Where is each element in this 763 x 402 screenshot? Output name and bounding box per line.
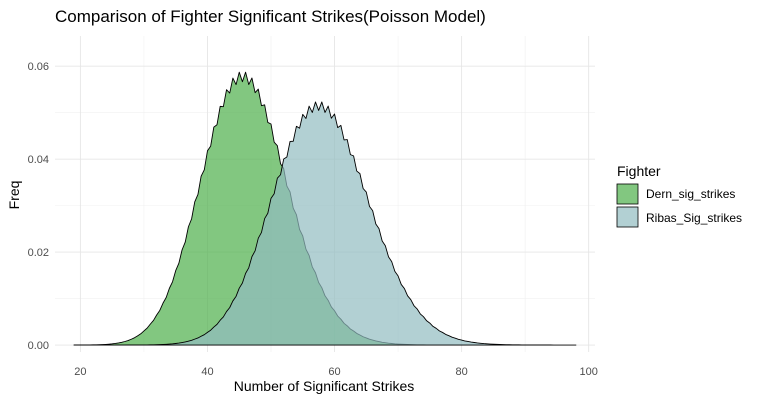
legend-key-dern: [616, 183, 639, 205]
legend-label-ribas: Ribas_Sig_strikes: [646, 211, 742, 225]
density-area-ribas: [73, 101, 577, 346]
x-tick-label: 80: [455, 366, 467, 378]
legend-label-dern: Dern_sig_strikes: [646, 187, 735, 201]
y-axis-title: Freq: [6, 181, 22, 210]
x-tick-label: 20: [74, 366, 86, 378]
x-tick-label: 60: [328, 366, 340, 378]
chart-title: Comparison of Fighter Significant Strike…: [55, 7, 486, 26]
x-tick-label: 40: [201, 366, 213, 378]
legend-key-ribas: [616, 206, 639, 228]
x-axis-title: Number of Significant Strikes: [234, 378, 415, 394]
x-tick-label: 100: [579, 366, 597, 378]
y-tick-label: 0.00: [28, 340, 49, 352]
y-tick-label: 0.02: [28, 247, 49, 259]
plot-area: [73, 71, 577, 346]
y-axis-ticks: 0.00 0.02 0.04 0.06: [28, 61, 49, 352]
y-tick-label: 0.06: [28, 61, 49, 73]
legend: Fighter Dern_sig_strikes Ribas_Sig_strik…: [616, 163, 742, 228]
x-axis-ticks: 20 40 60 80 100: [74, 366, 598, 378]
legend-title: Fighter: [617, 163, 661, 179]
y-tick-label: 0.04: [28, 154, 49, 166]
